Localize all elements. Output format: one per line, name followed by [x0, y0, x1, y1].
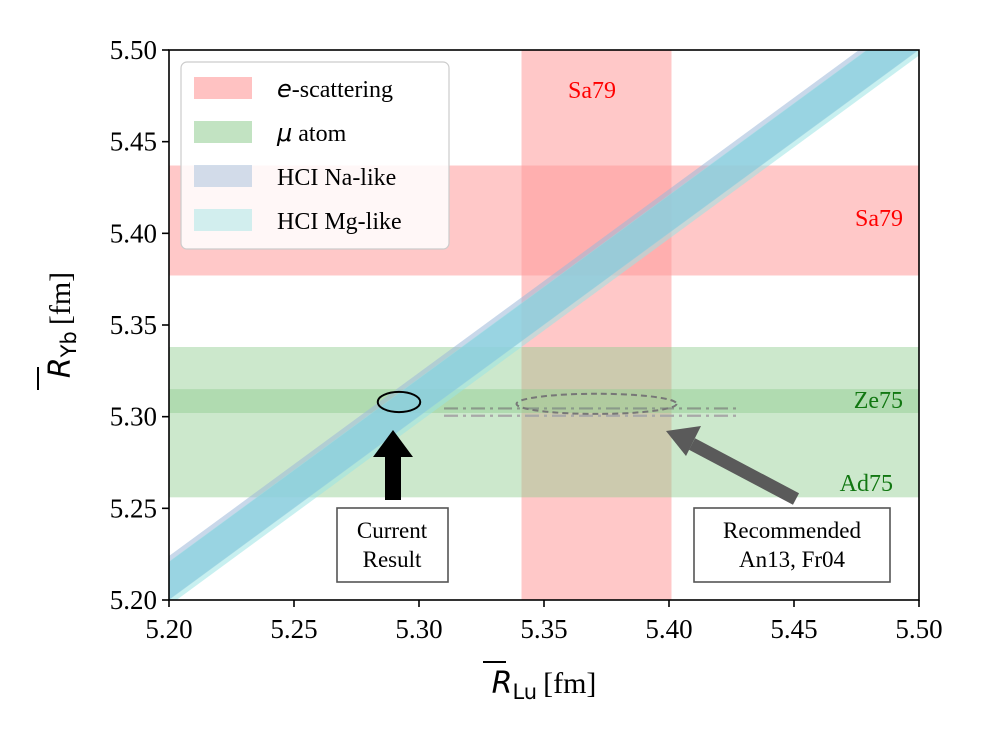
y-axis-unit: [fm] [44, 272, 77, 325]
x-tick-label-5: 5.45 [770, 614, 817, 644]
current-result-line2: Result [363, 547, 422, 572]
y-tick-label-2: 5.30 [110, 402, 157, 432]
y-tick-label-0: 5.20 [110, 585, 157, 615]
x-axis-ticks: 5.20 5.25 5.30 5.35 5.40 5.45 5.50 [145, 600, 943, 644]
x-tick-label-6: 5.50 [895, 614, 942, 644]
y-tick-label-4: 5.40 [110, 218, 157, 248]
current-result-line1: Current [357, 518, 428, 543]
legend-swatch-e-scattering [194, 77, 252, 99]
diagonal-band-core [169, 50, 919, 600]
x-tick-label-1: 5.25 [270, 614, 317, 644]
band-3 [169, 389, 919, 413]
plot-area [169, 50, 919, 600]
x-tick-label-3: 5.35 [520, 614, 567, 644]
x-axis-sub: Lu [512, 680, 537, 704]
current-arrow-head [373, 430, 413, 457]
legend-label-e-scattering: e-scattering [277, 75, 393, 103]
x-axis-unit: [fm] [543, 667, 596, 700]
band-label-ad75: Ad75 [840, 471, 893, 497]
y-tick-label-5: 5.45 [110, 127, 157, 157]
recommended-box [693, 507, 891, 583]
y-axis-title: RYb [fm] [37, 272, 81, 390]
legend-swatch-hci-na [194, 165, 252, 187]
y-tick-label-3: 5.35 [110, 310, 157, 340]
x-tick-label-0: 5.20 [145, 614, 192, 644]
recommended-line1: Recommended [723, 518, 861, 543]
recommended-line2: An13, Fr04 [739, 547, 846, 572]
recommended-arrow-head [666, 426, 701, 456]
legend-label-mu-atom: μ atom [276, 119, 347, 147]
y-axis-symbol: R [43, 357, 78, 378]
diagonal-band-1 [169, 50, 919, 600]
current-arrow-shaft [385, 456, 401, 500]
y-axis-ticks: 5.20 5.25 5.30 5.35 5.40 5.45 5.50 [110, 35, 169, 615]
y-tick-label-6: 5.50 [110, 35, 157, 65]
diagonal-bands-layer [169, 50, 919, 600]
x-axis-title: RLu [fm] [483, 661, 597, 704]
legend: e-scattering μ atom HCI Na-like HCI Mg-l… [180, 61, 450, 250]
legend-swatch-hci-mg [194, 209, 252, 231]
recommended-arrow-shaft [688, 438, 800, 505]
x-tick-label-4: 5.40 [645, 614, 692, 644]
legend-label-hci-na: HCI Na-like [277, 165, 396, 191]
current-result-annotation: Current Result [336, 430, 449, 583]
x-tick-label-2: 5.30 [395, 614, 442, 644]
band-label-ze75: Ze75 [854, 388, 903, 414]
band-label-sa79-vertical: Sa79 [568, 78, 616, 104]
ellipse-layer [376, 390, 678, 415]
band-label-sa79-horizontal: Sa79 [855, 206, 903, 232]
legend-label-hci-mg: HCI Mg-like [277, 209, 402, 235]
recommended-annotation: Recommended An13, Fr04 [666, 426, 891, 583]
bands-layer [169, 50, 919, 600]
recommended-ellipse [515, 392, 678, 415]
svg-text:RLu[fm]: RLu [fm] [492, 666, 597, 704]
svg-text:RYb[fm]: RYb [fm] [43, 272, 81, 378]
y-tick-label-1: 5.25 [110, 493, 157, 523]
current-result-box [336, 507, 449, 583]
legend-swatch-mu-atom [194, 121, 252, 143]
y-axis-sub: Yb [57, 331, 81, 358]
x-axis-symbol: R [492, 666, 513, 701]
dashdot-lines-layer [444, 407, 739, 417]
legend-frame [180, 61, 450, 250]
current-result-ellipse [376, 390, 422, 414]
